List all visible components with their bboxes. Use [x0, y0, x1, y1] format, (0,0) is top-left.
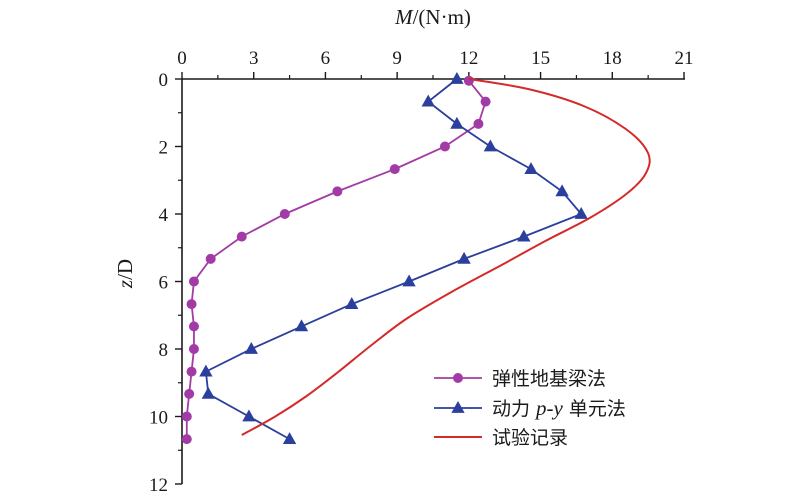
data-point	[457, 251, 471, 264]
data-point	[463, 75, 474, 86]
data-point	[279, 209, 290, 219]
data-point	[181, 434, 192, 445]
data-point	[389, 164, 400, 175]
legend-label: 试验记录	[492, 427, 568, 449]
x-tick-label: 15	[531, 48, 550, 69]
data-point	[524, 162, 538, 175]
legend-marker	[451, 401, 465, 413]
legend-item-2: 动力 p-y 单元法	[434, 396, 626, 420]
y-axis-title: z/D	[113, 259, 137, 289]
data-point	[188, 276, 199, 287]
data-point	[184, 388, 195, 399]
data-point	[450, 116, 464, 129]
data-point	[480, 96, 491, 107]
x-tick-label: 18	[603, 48, 622, 69]
data-point	[450, 72, 464, 84]
y-tick-label: 4	[159, 205, 169, 226]
x-axis-title: M/(N·m)	[394, 5, 471, 29]
data-point	[181, 411, 192, 422]
data-point	[188, 344, 199, 354]
data-point	[439, 141, 450, 152]
legend-label: 动力 p-y 单元法	[492, 396, 626, 420]
y-tick-label: 12	[149, 475, 168, 496]
series-line	[241, 78, 651, 436]
series-line	[185, 80, 487, 440]
y-tick-label: 0	[159, 70, 169, 91]
data-point	[574, 207, 588, 219]
legend-label: 弹性地基梁法	[492, 368, 606, 390]
legend-item-1: 弹性地基梁法	[434, 368, 606, 390]
data-point	[294, 319, 309, 332]
data-point	[199, 364, 213, 377]
data-point	[332, 186, 343, 197]
data-point	[242, 409, 256, 422]
data-point	[188, 321, 199, 332]
data-point	[483, 139, 498, 152]
axes: 0 3 6 9 12 15 18 21 0 2 4 6 8 10 12 M/(N·m) z/D	[113, 5, 694, 496]
data-point	[205, 253, 216, 264]
data-point	[201, 386, 215, 399]
data-point	[244, 342, 258, 354]
data-point	[186, 366, 197, 377]
x-tick-label: 21	[675, 48, 694, 69]
data-point	[555, 184, 569, 197]
data-point	[186, 299, 197, 310]
y-tick-label: 10	[149, 408, 168, 429]
y-tick-label: 8	[159, 340, 169, 361]
x-tick-label: 0	[177, 48, 187, 69]
series-3	[241, 78, 651, 436]
legend-item-3: 试验记录	[434, 427, 568, 449]
y-tick-label: 2	[159, 138, 169, 159]
x-tick-label: 6	[321, 48, 331, 69]
plot-series	[181, 72, 651, 445]
legend-marker	[453, 373, 463, 383]
data-point	[236, 231, 247, 242]
data-point	[473, 118, 484, 129]
data-point	[517, 229, 531, 242]
y-tick-label: 6	[159, 273, 169, 294]
data-point	[421, 94, 435, 107]
series-2	[199, 72, 588, 445]
x-tick-label: 3	[249, 48, 259, 69]
data-point	[345, 297, 359, 310]
x-tick-label: 9	[392, 48, 402, 69]
data-point	[402, 274, 416, 287]
series-1	[181, 75, 491, 445]
x-tick-label: 12	[459, 48, 478, 69]
data-point	[282, 432, 297, 445]
